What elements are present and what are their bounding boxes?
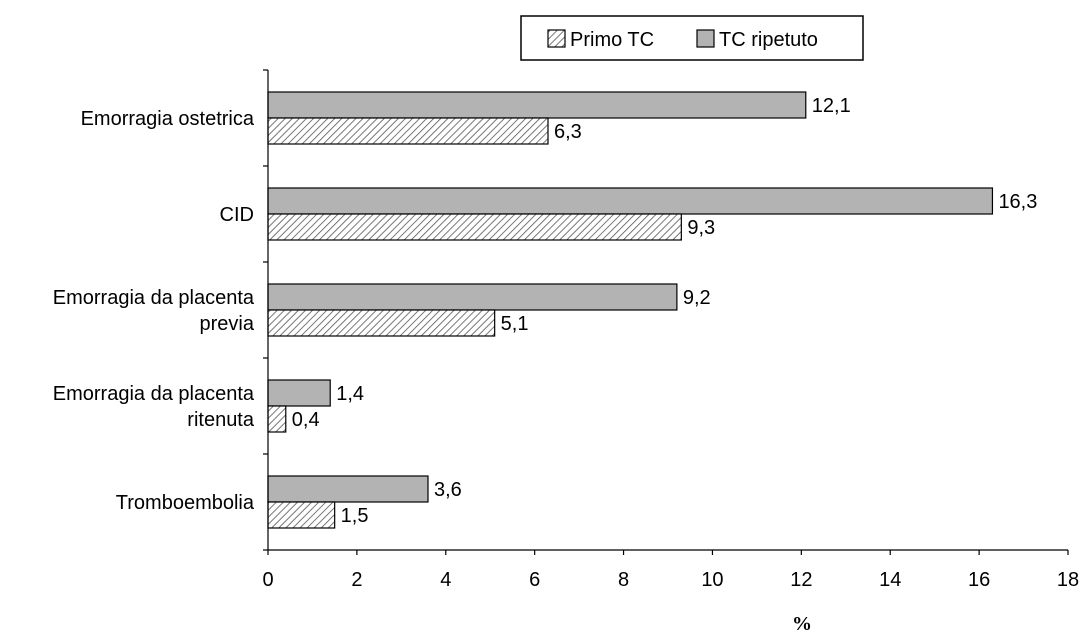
x-tick-label-6: 6 <box>529 569 540 591</box>
bar-tc-ripetuto-emorragia-da-placenta-previa <box>267 283 678 311</box>
category-label-cid: CID <box>220 204 254 226</box>
data-label-tc-ripetuto-tromboembolia: 3,6 <box>434 479 462 501</box>
category-label-emorragia-da-placenta-previa: Emorragia da placenta previa <box>53 287 255 335</box>
category-label-emorragia-da-placenta-ritenuta: Emorragia da placenta ritenuta <box>53 383 255 431</box>
legend-label-tc-ripetuto: TC ripetuto <box>719 29 818 51</box>
data-label-primo-tc-cid: 9,3 <box>687 217 715 239</box>
data-label-tc-ripetuto-emorragia-ostetrica: 12,1 <box>812 95 851 117</box>
x-tick-label-8: 8 <box>618 569 629 591</box>
bar-tc-ripetuto-tromboembolia <box>267 475 429 503</box>
x-tick-label-0: 0 <box>262 569 273 591</box>
data-label-primo-tc-emorragia-da-placenta-previa: 5,1 <box>501 313 529 335</box>
bar-primo-tc-cid <box>267 213 682 241</box>
legend-label-primo-tc: Primo TC <box>570 29 654 51</box>
x-tick-label-4: 4 <box>440 569 451 591</box>
x-tick-label-10: 10 <box>701 569 723 591</box>
bar-primo-tc-tromboembolia <box>267 501 336 529</box>
bar-tc-ripetuto-emorragia-ostetrica <box>267 91 807 119</box>
y-axis <box>263 69 269 551</box>
data-label-tc-ripetuto-emorragia-da-placenta-ritenuta: 1,4 <box>336 383 364 405</box>
x-axis-title: % <box>792 613 812 634</box>
data-label-tc-ripetuto-emorragia-da-placenta-previa: 9,2 <box>683 287 711 309</box>
bar-tc-ripetuto-cid <box>267 187 994 215</box>
bar-primo-tc-emorragia-da-placenta-previa <box>267 309 496 337</box>
x-tick-label-2: 2 <box>351 569 362 591</box>
x-tick-label-16: 16 <box>968 569 990 591</box>
bar-primo-tc-emorragia-da-placenta-ritenuta <box>267 405 287 433</box>
category-labels: Emorragia ostetrica CID Emorragia da place… <box>53 108 255 514</box>
category-label-tromboembolia: Tromboembolia <box>116 492 255 514</box>
legend: Primo TC TC ripetuto <box>520 15 864 61</box>
data-label-primo-tc-tromboembolia: 1,5 <box>341 505 369 527</box>
bar-primo-tc-emorragia-ostetrica <box>267 117 549 145</box>
legend-swatch-primo-tc <box>547 29 566 48</box>
bar-tc-ripetuto-emorragia-da-placenta-ritenuta <box>267 379 331 407</box>
data-label-tc-ripetuto-cid: 16,3 <box>998 191 1037 213</box>
x-axis: 0 2 4 6 8 10 12 14 16 18 <box>262 549 1079 591</box>
legend-swatch-tc-ripetuto <box>696 29 715 48</box>
x-tick-label-12: 12 <box>790 569 812 591</box>
x-tick-label-18: 18 <box>1057 569 1079 591</box>
x-tick-label-14: 14 <box>879 569 901 591</box>
bars-group: 12,1 6,3 16,3 9,3 9,2 5,1 1,4 0,4 3,6 1,5 <box>267 91 1037 529</box>
category-label-emorragia-ostetrica: Emorragia ostetrica <box>81 108 255 130</box>
legend-box <box>520 15 864 61</box>
data-label-primo-tc-emorragia-ostetrica: 6,3 <box>554 121 582 143</box>
data-label-primo-tc-emorragia-da-placenta-ritenuta: 0,4 <box>292 409 320 431</box>
